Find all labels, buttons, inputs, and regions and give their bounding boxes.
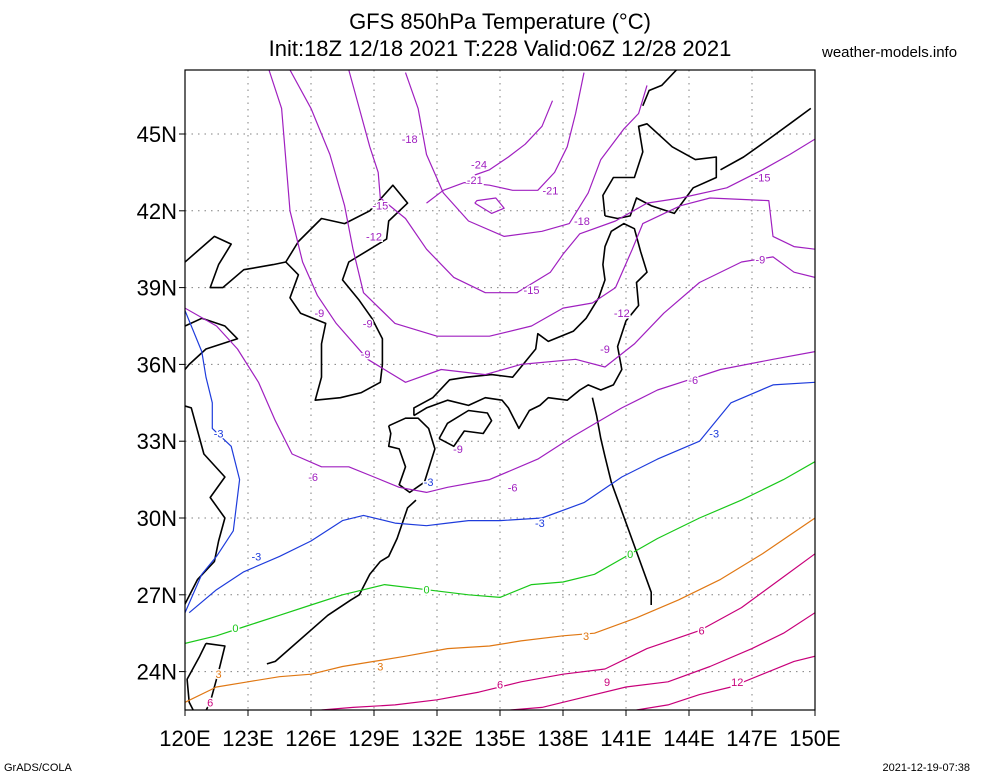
coastline-shikoku bbox=[438, 409, 493, 448]
contour-value-label: -9 bbox=[756, 254, 766, 266]
lon-tick-label: 120E bbox=[159, 726, 210, 751]
coastline-shandong bbox=[185, 317, 239, 371]
source-credit: weather-models.info bbox=[822, 44, 958, 61]
coastline-kurils bbox=[720, 107, 812, 171]
contour-value-label: -6 bbox=[688, 375, 698, 387]
coastline-izu bbox=[591, 397, 653, 605]
lon-tick-label: 135E bbox=[474, 726, 525, 751]
graticule bbox=[185, 70, 815, 710]
coastline-taiwan bbox=[186, 642, 226, 710]
contour-value-label: 6 bbox=[207, 697, 213, 709]
lat-tick-label: 36N bbox=[137, 352, 177, 377]
software-credit: GrADS/COLA bbox=[4, 762, 72, 774]
isotherm-0 bbox=[185, 461, 815, 644]
contour-value-label: -15 bbox=[524, 285, 540, 297]
contour-value-label: 0 bbox=[627, 549, 633, 561]
contour-value-label: -21 bbox=[467, 175, 483, 187]
contour-value-label: -9 bbox=[453, 444, 463, 456]
contour-value-label: -24 bbox=[471, 160, 487, 172]
coastline-ryukyu bbox=[266, 499, 417, 665]
lat-tick-label: 27N bbox=[137, 583, 177, 608]
render-timestamp: 2021-12-19-07:38 bbox=[882, 762, 970, 774]
isotherm--3 bbox=[188, 381, 815, 614]
contour-value-label: 3 bbox=[583, 631, 589, 643]
contour-value-label: -9 bbox=[315, 308, 325, 320]
contour-value-label: 6 bbox=[497, 679, 503, 691]
lat-tick-label: 45N bbox=[137, 122, 177, 147]
isotherm-3 bbox=[185, 517, 815, 703]
isotherm--24 bbox=[474, 100, 554, 176]
isotherm--12 bbox=[289, 70, 815, 337]
coastline-honshu bbox=[413, 222, 648, 430]
contour-value-label: 3 bbox=[377, 661, 383, 673]
lon-tick-label: 147E bbox=[726, 726, 777, 751]
contour-value-label: -18 bbox=[402, 134, 418, 146]
contour-value-label: -3 bbox=[709, 429, 719, 441]
coastline-korea bbox=[285, 184, 409, 402]
contour-layer bbox=[185, 70, 815, 710]
contour-value-label: -12 bbox=[366, 231, 382, 243]
lat-tick-label: 39N bbox=[137, 276, 177, 301]
coastline-china-coast bbox=[185, 235, 286, 289]
isotherm-9 bbox=[510, 612, 815, 710]
contour-value-label: -3 bbox=[214, 429, 224, 441]
contour-value-label: -9 bbox=[600, 344, 610, 356]
coastline-hokkaido bbox=[602, 123, 718, 220]
map-title: GFS 850hPa Temperature (°C) bbox=[349, 9, 651, 34]
contour-value-label: -18 bbox=[574, 216, 590, 228]
lon-tick-label: 129E bbox=[348, 726, 399, 751]
lon-tick-label: 126E bbox=[285, 726, 336, 751]
isotherm-12 bbox=[636, 655, 815, 710]
contour-value-label: -12 bbox=[614, 308, 630, 320]
lon-tick-label: 123E bbox=[222, 726, 273, 751]
latitude-labels: 24N 27N 30N 33N 36N 39N 42N 45N bbox=[137, 122, 185, 685]
lat-tick-label: 42N bbox=[137, 199, 177, 224]
isotherm--21 bbox=[474, 197, 505, 214]
contour-value-label: 9 bbox=[604, 677, 610, 689]
lat-tick-label: 30N bbox=[137, 506, 177, 531]
coastline-layer bbox=[185, 70, 812, 710]
contour-value-label: -9 bbox=[363, 318, 373, 330]
isotherm--9 bbox=[268, 70, 815, 383]
isotherm--6 bbox=[185, 307, 815, 493]
contour-value-label: -3 bbox=[424, 477, 434, 489]
contour-value-label: -15 bbox=[372, 201, 388, 213]
coastline-china-east bbox=[185, 405, 226, 606]
coastline-kyushu bbox=[387, 417, 436, 494]
lon-tick-label: 144E bbox=[663, 726, 714, 751]
contour-value-label: 0 bbox=[232, 623, 238, 635]
isotherm--18 bbox=[404, 72, 648, 237]
lat-tick-label: 24N bbox=[137, 660, 177, 685]
contour-value-label: -3 bbox=[252, 551, 262, 563]
isotherm--21 bbox=[426, 72, 585, 204]
longitude-labels: 120E 123E 126E 129E 132E 135E 138E 141E 144E 147E… bbox=[159, 710, 841, 751]
lon-tick-label: 150E bbox=[789, 726, 840, 751]
lon-tick-label: 141E bbox=[600, 726, 651, 751]
contour-value-label: 0 bbox=[423, 585, 429, 597]
contour-value-label: -6 bbox=[308, 472, 318, 484]
coastline-sakhalin bbox=[642, 70, 677, 107]
contour-value-label: 6 bbox=[699, 626, 705, 638]
contour-value-label: -3 bbox=[535, 518, 545, 530]
isotherm--15 bbox=[348, 70, 815, 294]
isotherm-6 bbox=[321, 553, 815, 710]
contour-value-label: -21 bbox=[542, 185, 558, 197]
contour-value-label: -15 bbox=[755, 173, 771, 185]
contour-value-label: -6 bbox=[508, 482, 518, 494]
contour-value-label: 12 bbox=[731, 677, 743, 689]
lon-tick-label: 132E bbox=[411, 726, 462, 751]
contour-value-label: -9 bbox=[361, 349, 371, 361]
lon-tick-label: 138E bbox=[537, 726, 588, 751]
contour-label-layer: -18 -24 -21 -21 -15 -12 -18 -15 -15 -9 -12 -9 -9 -9 -9… bbox=[206, 133, 772, 710]
map-subtitle: Init:18Z 12/18 2021 T:228 Valid:06Z 12/2… bbox=[268, 36, 732, 61]
lat-tick-label: 33N bbox=[137, 429, 177, 454]
isotherm--3 bbox=[185, 310, 241, 613]
contour-value-label: 3 bbox=[216, 669, 222, 681]
